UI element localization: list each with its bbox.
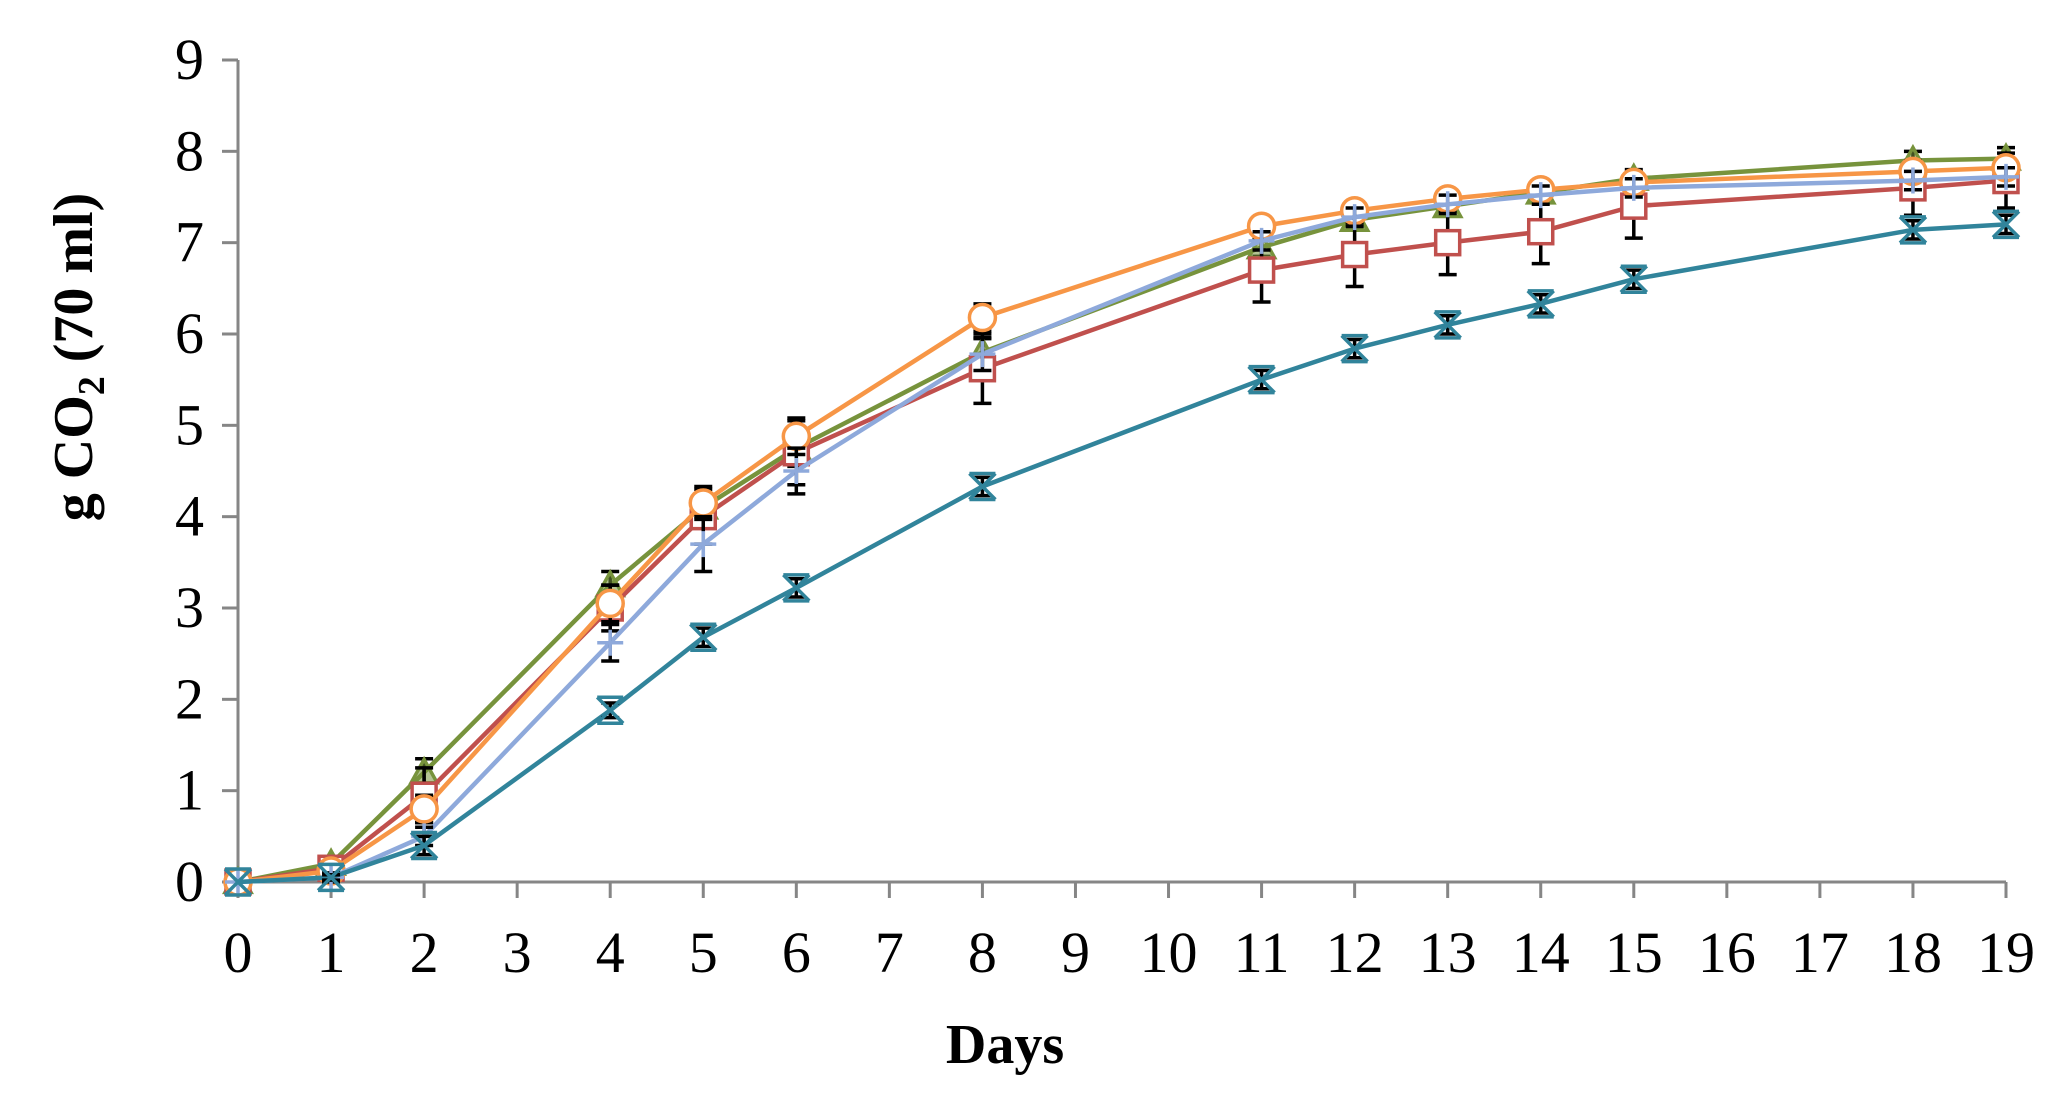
y-tick-label: 9 xyxy=(175,27,204,92)
data-point-circle xyxy=(688,488,719,518)
data-point-plus xyxy=(783,458,810,484)
data-point-x xyxy=(1247,364,1276,395)
series-line xyxy=(237,165,2007,885)
x-tick-label: 0 xyxy=(224,920,253,985)
data-point-square xyxy=(1433,228,1462,257)
y-axis-title: g CO2 (70 ml) xyxy=(43,193,113,522)
data-point-circle xyxy=(595,588,625,619)
x-tick-label: 11 xyxy=(1234,920,1290,985)
data-point-x xyxy=(1433,310,1462,340)
series-circle xyxy=(223,153,2021,897)
x-tick-label: 9 xyxy=(1061,920,1090,985)
series-xstar xyxy=(223,209,2021,897)
y-tick-label: 0 xyxy=(175,849,204,914)
x-tick-label: 16 xyxy=(1698,920,1756,985)
x-tick-label: 14 xyxy=(1512,920,1570,985)
y-tick-label: 1 xyxy=(175,758,204,823)
x-axis-title: Days xyxy=(946,1014,1064,1076)
series-line xyxy=(237,156,2007,885)
data-point-plus xyxy=(1434,191,1461,218)
series-line xyxy=(237,222,2007,885)
y-axis-ticks: 0 1 2 3 4 5 6 7 8 9 xyxy=(175,27,238,914)
data-point-x xyxy=(595,695,625,726)
data-point-circle xyxy=(781,421,812,452)
x-tick-label: 18 xyxy=(1884,920,1942,985)
data-point-plus xyxy=(969,341,996,368)
x-tick-label: 15 xyxy=(1605,920,1663,985)
data-point-square xyxy=(1526,217,1555,246)
data-point-plus xyxy=(597,629,624,656)
x-tick-label: 12 xyxy=(1326,920,1384,985)
data-point-x xyxy=(1619,264,1649,294)
data-point-x xyxy=(1340,333,1369,364)
data-point-plus xyxy=(690,531,717,558)
y-tick-label: 4 xyxy=(175,484,204,549)
x-tick-label: 7 xyxy=(875,920,904,985)
x-tick-label: 17 xyxy=(1791,920,1849,985)
x-tick-label: 13 xyxy=(1419,920,1477,985)
data-point-x xyxy=(316,862,346,893)
y-tick-label: 3 xyxy=(175,575,204,640)
y-axis-title-subscript: 2 xyxy=(71,376,113,395)
y-axis-title-prefix: g CO xyxy=(43,395,105,521)
data-point-plus xyxy=(1620,174,1647,201)
data-point-circle xyxy=(409,794,439,824)
data-point-plus xyxy=(1899,167,1926,194)
data-point-plus xyxy=(1993,163,2019,190)
x-tick-label: 10 xyxy=(1140,920,1198,985)
x-axis-ticks: 0 1 2 3 4 5 6 7 8 9 10 11 12 13 14 15 16 17 18 19 xyxy=(224,882,2035,985)
y-tick-label: 5 xyxy=(175,392,204,457)
series-plus xyxy=(225,163,2019,895)
series-line xyxy=(237,174,2007,885)
x-tick-label: 8 xyxy=(968,920,997,985)
y-tick-label: 7 xyxy=(175,210,204,275)
x-tick-label: 2 xyxy=(410,920,439,985)
data-point-x xyxy=(409,830,439,861)
data-point-x xyxy=(1526,289,1555,319)
data-point-circle xyxy=(967,302,998,333)
y-tick-label: 6 xyxy=(175,301,204,366)
data-point-plus xyxy=(1527,182,1554,209)
series-line xyxy=(237,178,2007,885)
x-tick-label: 19 xyxy=(1977,920,2035,985)
data-point-x xyxy=(223,867,253,897)
x-tick-label: 3 xyxy=(503,920,532,985)
data-point-x xyxy=(782,573,811,603)
y-tick-label: 2 xyxy=(175,666,204,731)
y-axis-title-suffix: (70 ml) xyxy=(43,193,105,377)
x-tick-label: 5 xyxy=(689,920,718,985)
data-point-plus xyxy=(1341,204,1368,231)
data-point-x xyxy=(689,622,718,652)
x-tick-label: 4 xyxy=(596,920,625,985)
data-point-x xyxy=(1898,215,1928,245)
y-tick-label: 8 xyxy=(175,118,204,183)
data-point-x xyxy=(1991,209,2021,240)
data-point-x xyxy=(968,471,997,502)
series-square xyxy=(224,151,2020,896)
axes xyxy=(236,60,2006,884)
series-layer xyxy=(222,142,2022,897)
data-point-square xyxy=(1340,240,1369,269)
data-point-plus xyxy=(1248,227,1275,254)
x-tick-label: 6 xyxy=(782,920,811,985)
x-tick-label: 1 xyxy=(317,920,346,985)
data-point-square xyxy=(1247,256,1276,284)
